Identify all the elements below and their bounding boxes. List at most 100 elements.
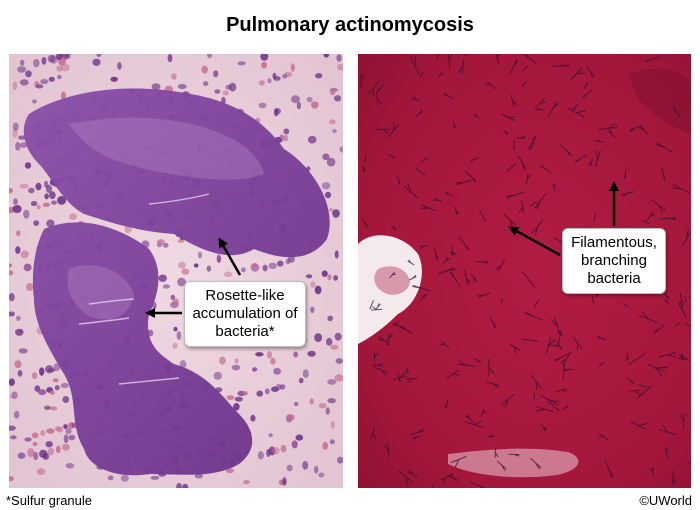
bacterial-filament (671, 470, 677, 486)
inflammatory-cell (9, 263, 13, 268)
bacterial-filament (470, 157, 479, 162)
bacterial-filament (517, 155, 527, 171)
inflammatory-cell (36, 204, 41, 210)
bacterial-filament (418, 72, 424, 78)
inflammatory-cell (323, 54, 330, 58)
bacterial-filament (457, 360, 476, 367)
inflammatory-cell (226, 395, 235, 401)
inflammatory-cell (314, 465, 319, 474)
inflammatory-cell (10, 435, 17, 440)
bacterial-filament (556, 388, 567, 393)
bacterial-filament (529, 135, 537, 147)
bacterial-filament (387, 153, 395, 159)
bacterial-filament (644, 56, 660, 63)
inflammatory-cell (9, 292, 15, 302)
inflammatory-cell (9, 270, 14, 276)
bacterial-filament (410, 56, 420, 75)
inflammatory-cell (16, 230, 21, 237)
bacterial-filament (583, 82, 589, 90)
inflammatory-cell (181, 268, 190, 275)
inflammatory-cell (69, 213, 77, 221)
inflammatory-cell (162, 284, 171, 289)
bacterial-filament (545, 336, 556, 354)
inflammatory-cell (47, 447, 55, 456)
inflammatory-cell (14, 360, 22, 369)
bacterial-filament (444, 191, 454, 197)
bacterial-filament (562, 405, 569, 411)
inflammatory-cell (271, 386, 279, 393)
inflammatory-cell (9, 476, 14, 482)
bacterial-filament (527, 141, 535, 151)
bacterial-filament (452, 120, 456, 129)
inflammatory-cell (54, 385, 60, 391)
bacterial-filament (465, 414, 475, 423)
bacterial-filament (489, 316, 497, 329)
inflammatory-cell (31, 432, 39, 439)
bacterial-filament (508, 343, 521, 354)
bacterial-filament (419, 245, 428, 249)
bacterial-filament (664, 293, 670, 300)
inflammatory-cell (167, 54, 173, 63)
inflammatory-cell (15, 328, 24, 336)
bacterial-filament (411, 435, 421, 442)
inflammatory-cell (33, 451, 39, 461)
inflammatory-cell (270, 357, 276, 365)
inflammatory-cell (258, 80, 265, 86)
inflammatory-cell (302, 369, 309, 379)
inflammatory-cell (49, 406, 58, 411)
inflammatory-cell (273, 367, 281, 375)
inflammatory-cell (17, 370, 23, 377)
inflammatory-cell (307, 135, 317, 144)
inflammatory-cell (176, 331, 182, 340)
inflammatory-cell (49, 390, 55, 395)
bacterial-filament (651, 199, 667, 214)
inflammatory-cell (321, 182, 331, 190)
inflammatory-cell (66, 54, 71, 59)
bacterial-filament (554, 352, 571, 362)
inflammatory-cell (318, 472, 325, 478)
bacterial-filament (363, 165, 366, 173)
bacterial-filament (628, 353, 646, 365)
inflammatory-cell (45, 441, 53, 448)
bacterial-filament (522, 80, 528, 87)
bacterial-filament (458, 236, 469, 251)
bacterial-filament (439, 473, 454, 484)
bacterial-filament (562, 364, 565, 381)
bacterial-filament (392, 324, 400, 328)
bacterial-filament (560, 144, 572, 156)
inflammatory-cell (170, 294, 176, 300)
inflammatory-cell (213, 371, 222, 380)
bacterial-filament (678, 292, 684, 307)
bacterial-filament (495, 259, 506, 272)
inflammatory-cell (258, 102, 267, 109)
inflammatory-cell (224, 271, 233, 278)
inflammatory-cell (228, 82, 237, 92)
inflammatory-cell (334, 374, 343, 382)
inflammatory-cell (241, 267, 246, 273)
bacterial-filament (659, 424, 677, 436)
bacterial-filament (607, 129, 617, 139)
arrow-to-filaments-left (508, 226, 561, 257)
inflammatory-cell (252, 367, 258, 372)
bacterial-filament (591, 295, 595, 304)
inflammatory-cell (318, 403, 327, 409)
inflammatory-cell (20, 250, 29, 259)
sulfur-granule (23, 88, 330, 476)
bacterial-filament (588, 158, 594, 166)
bacterial-filament (454, 206, 460, 216)
bacterial-filament (594, 149, 601, 168)
bacterial-filament (369, 300, 374, 310)
bacterial-filament (506, 162, 517, 172)
bacterial-filament (433, 246, 439, 261)
footnote: *Sulfur granule (6, 493, 92, 508)
inflammatory-cell (17, 66, 27, 73)
bacterial-filament (522, 65, 528, 72)
bacterial-filament (530, 374, 543, 391)
inflammatory-cell (265, 388, 270, 395)
bacterial-filament (688, 295, 691, 297)
bacterial-filament (506, 191, 525, 199)
inflammatory-cell (20, 59, 25, 66)
inflammatory-cell (172, 342, 178, 349)
inflammatory-cell (56, 65, 63, 72)
bacterial-filament (622, 303, 629, 308)
